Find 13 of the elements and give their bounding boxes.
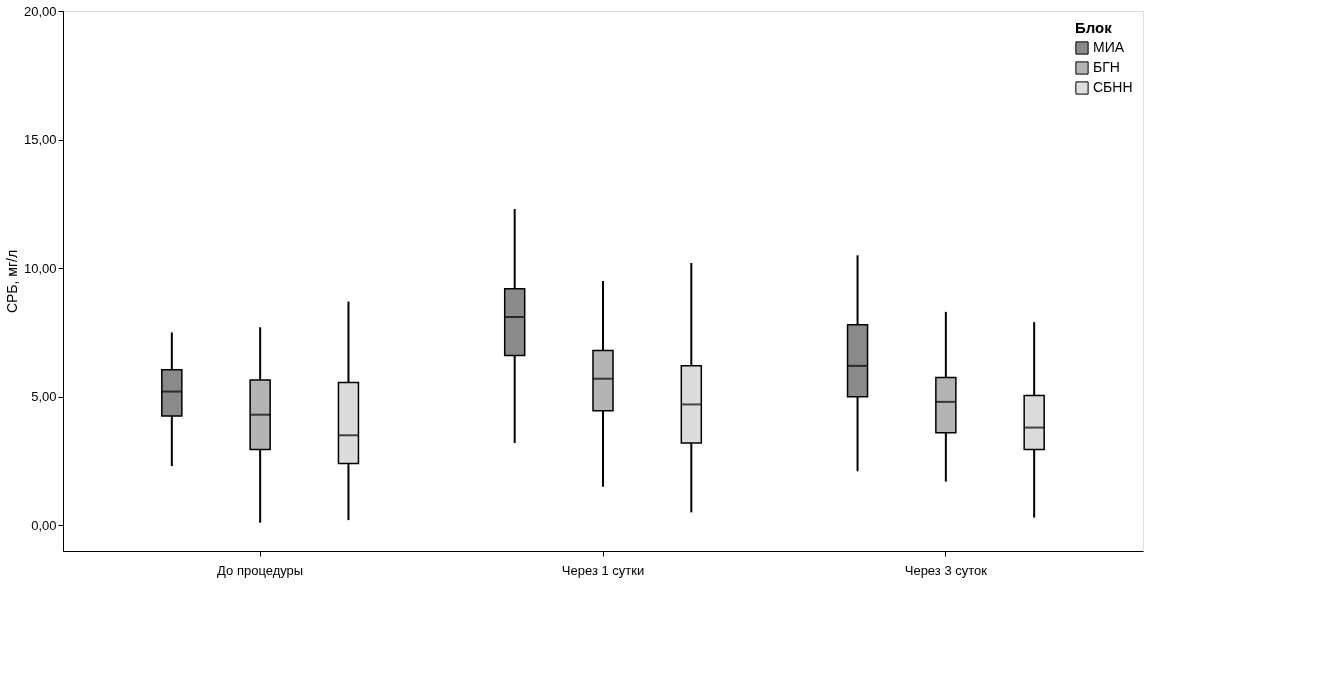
y-tick-label: 5,00	[31, 389, 57, 405]
y-tick-label: 0,00	[31, 517, 57, 533]
y-axis-title: СРБ, мг/л	[3, 249, 20, 314]
x-tick-label: До процедуры	[217, 562, 304, 578]
x-tick-label: Через 1 сутки	[561, 562, 645, 578]
y-tick-label: 10,00	[23, 260, 57, 276]
legend-label: МИА	[1093, 39, 1125, 55]
y-tick-label: 20,00	[23, 3, 57, 19]
legend-label: СБНН	[1093, 79, 1133, 95]
legend-title: Блок	[1075, 19, 1113, 36]
legend-label: БГН	[1093, 59, 1120, 75]
y-tick-label: 15,00	[23, 132, 57, 148]
x-tick-label: Через 3 суток	[904, 562, 988, 578]
